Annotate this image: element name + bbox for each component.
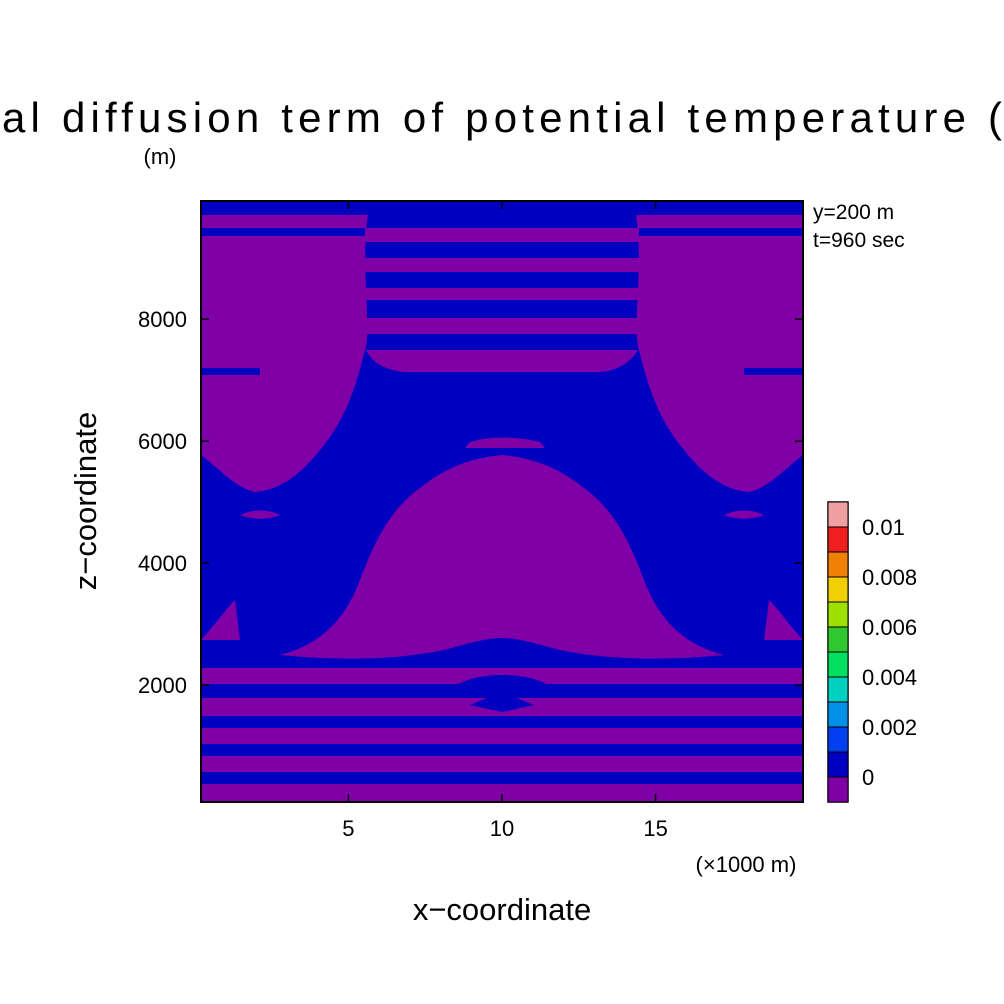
- colorbar-box: [827, 551, 849, 578]
- x-unit: (×1000 m): [696, 852, 797, 877]
- colorbar-tick-label: 0.006: [862, 615, 917, 640]
- contour-region: [360, 228, 644, 372]
- annotation: t=960 sec: [813, 229, 905, 252]
- colorbar-box: [827, 501, 849, 528]
- contour-region: [450, 675, 555, 712]
- colorbar-tick-label: 0: [862, 765, 874, 790]
- contour-region: [280, 455, 724, 659]
- colorbar-tick-label: 0.008: [862, 565, 917, 590]
- y-axis-label: z−coordinate: [68, 412, 103, 590]
- y-tick-label: 8000: [138, 307, 187, 332]
- contour-region: [201, 215, 368, 492]
- y-tick-label: 6000: [138, 429, 187, 454]
- chart-title: al diffusion term of potential temperatu…: [2, 94, 1002, 141]
- y-tick-label: 2000: [138, 673, 187, 698]
- colorbar-box: [827, 751, 849, 778]
- colorbar-box: [827, 776, 849, 803]
- colorbar-box: [827, 676, 849, 703]
- contour-field: [201, 201, 803, 802]
- y-unit: (m): [144, 144, 177, 169]
- contour-region: [201, 668, 803, 802]
- colorbar-box: [827, 601, 849, 628]
- y-tick-label: 4000: [138, 551, 187, 576]
- colorbar-box: [827, 526, 849, 553]
- colorbar-box: [827, 726, 849, 753]
- annotation: y=200 m: [813, 201, 894, 224]
- colorbar-tick-label: 0.002: [862, 715, 917, 740]
- x-tick-label: 15: [643, 816, 667, 841]
- colorbar-tick-label: 0.01: [862, 515, 905, 540]
- x-axis-label: x−coordinate: [413, 892, 591, 927]
- contour-region: [636, 215, 803, 492]
- colorbar-box: [827, 651, 849, 678]
- x-tick-label: 5: [342, 816, 354, 841]
- colorbar-tick-label: 0.004: [862, 665, 917, 690]
- colorbar-box: [827, 626, 849, 653]
- colorbar-box: [827, 701, 849, 728]
- colorbar-box: [827, 576, 849, 603]
- contour-region: [465, 437, 545, 448]
- x-tick-label: 10: [490, 816, 514, 841]
